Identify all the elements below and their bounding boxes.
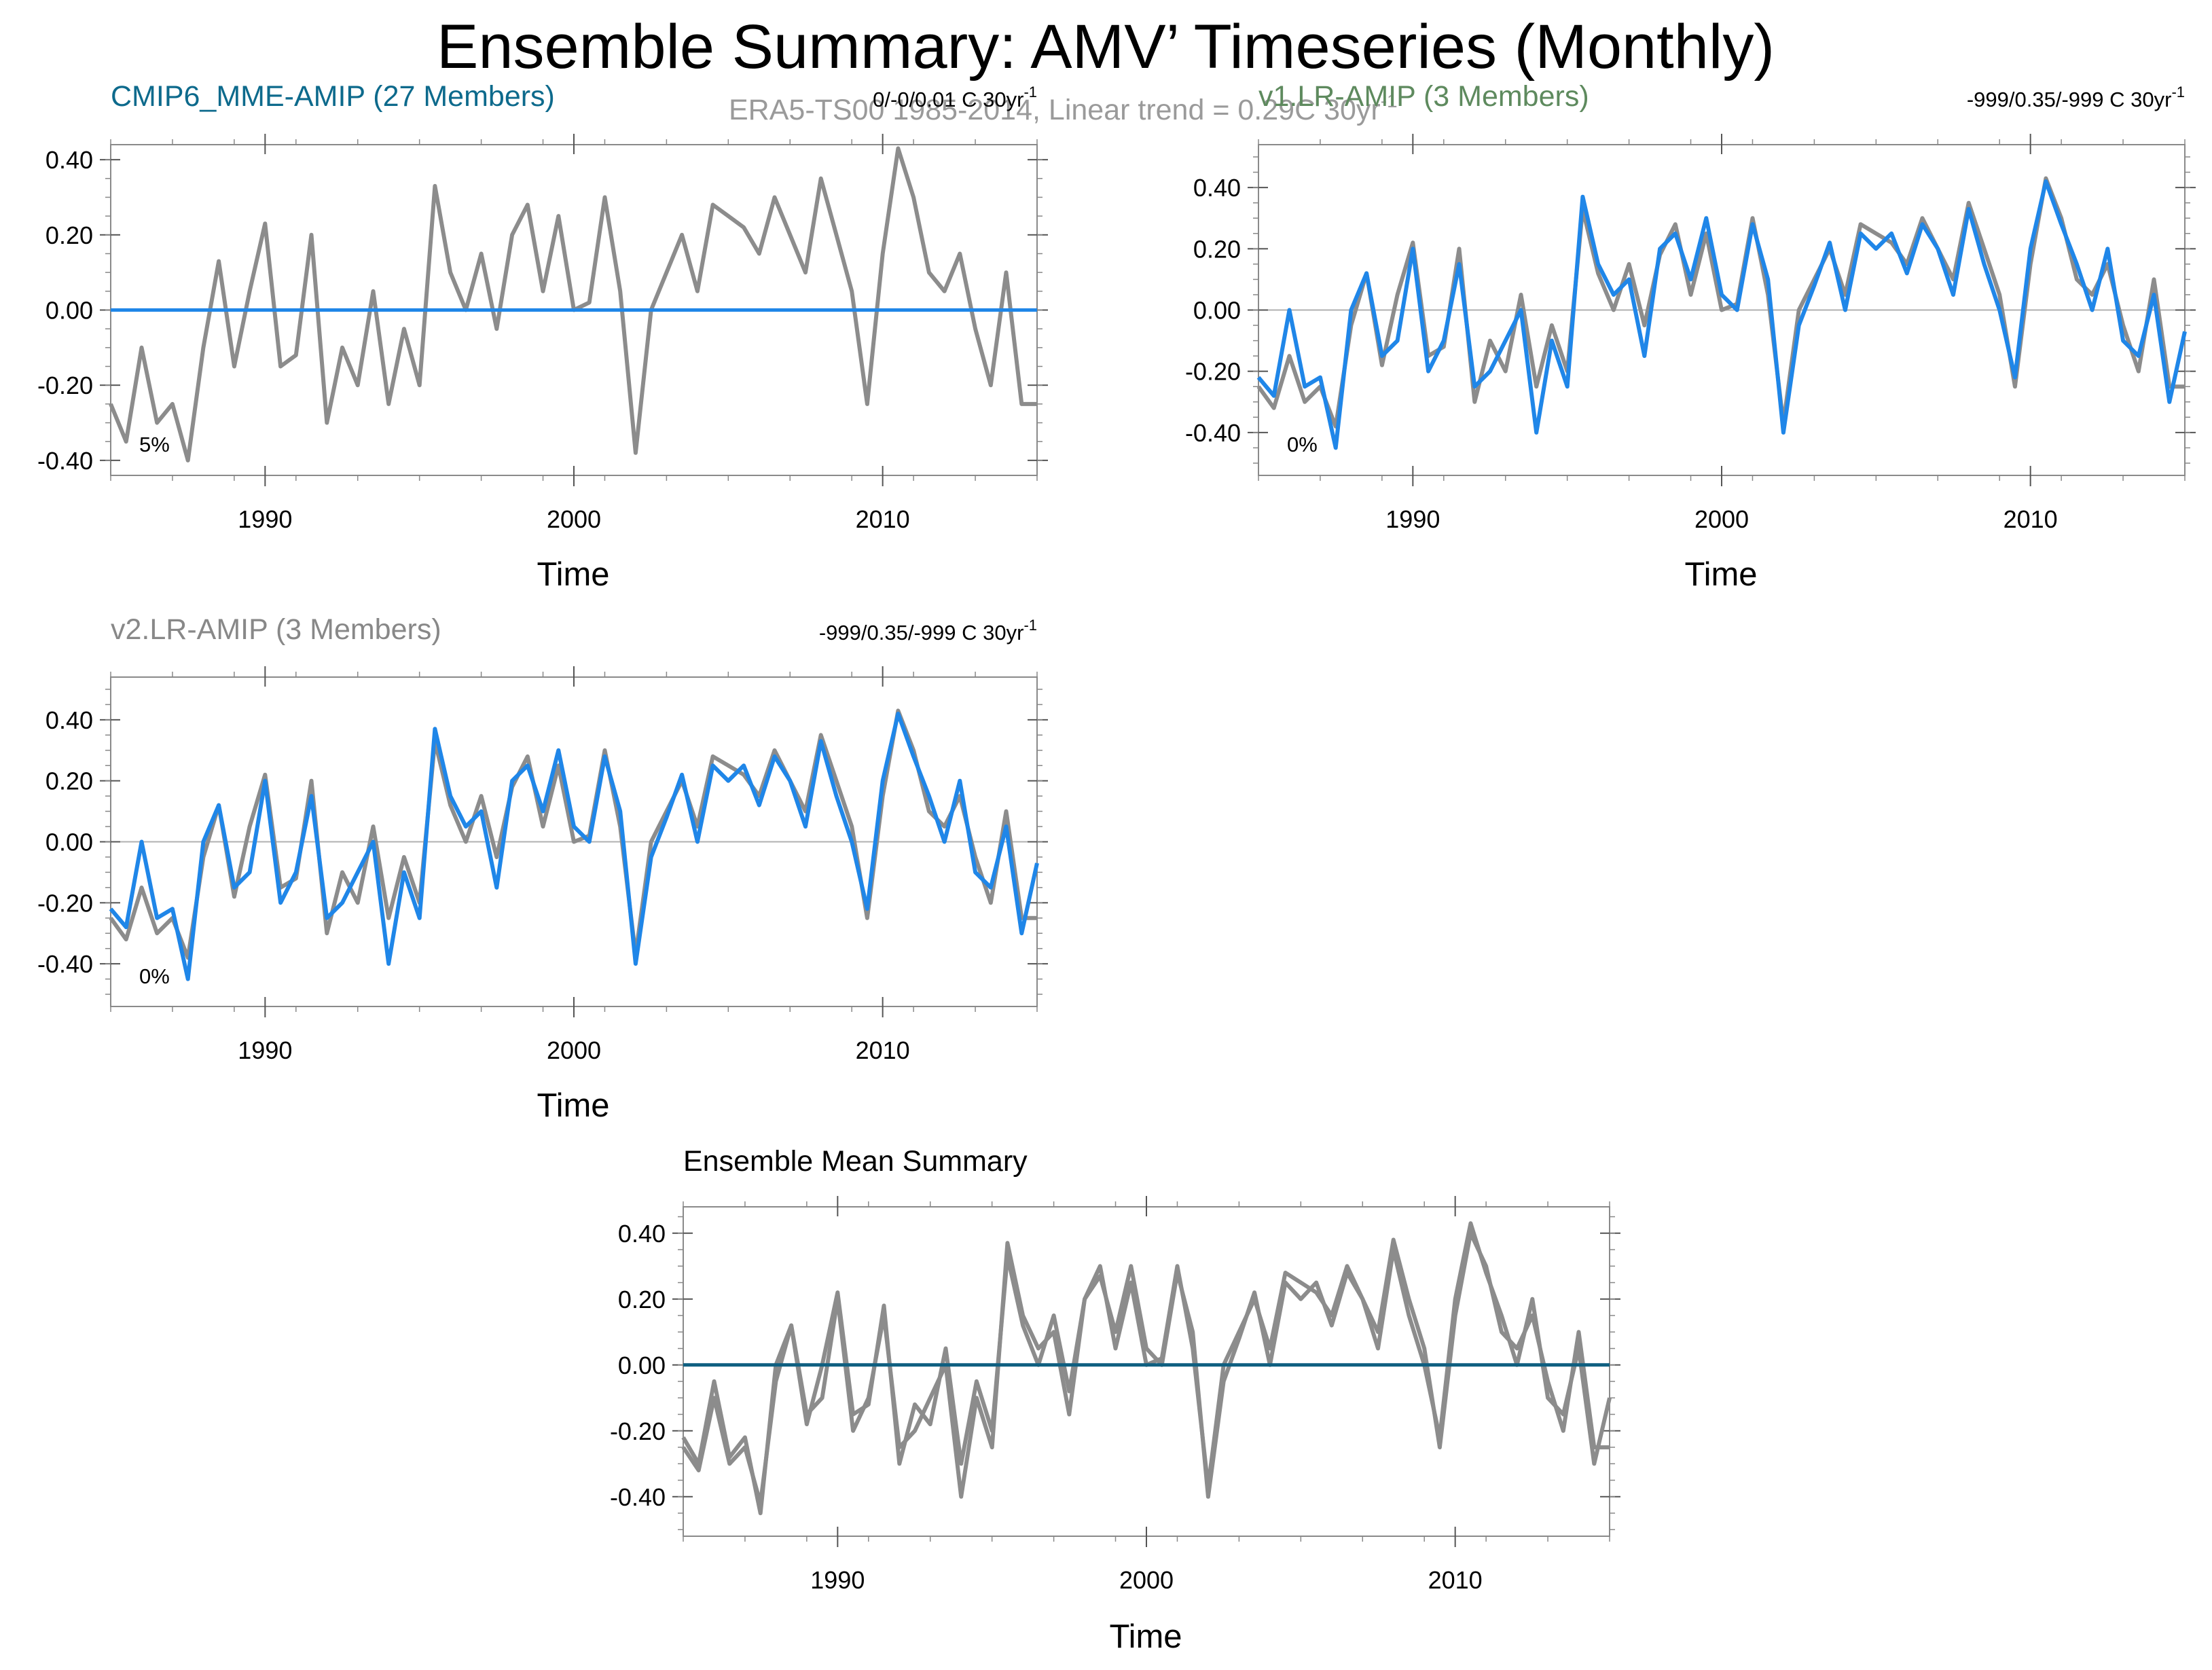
era5-trend-text: ERA5-TS00 1985-2014, Linear trend = 0.29… <box>729 94 1381 126</box>
y-tick-label: 0.20 <box>1193 235 1241 263</box>
trend-label-cmip6: 0/-0/0.01 C 30yr-1 <box>873 84 1037 111</box>
panel-title-v1: v1.LR-AMIP (3 Members) <box>1258 80 1589 113</box>
y-tick-label: -0.40 <box>1185 419 1241 447</box>
panel-title-v2: v2.LR-AMIP (3 Members) <box>111 613 441 646</box>
x-tick-label: 2010 <box>856 505 910 533</box>
y-tick-label: -0.20 <box>37 889 93 917</box>
y-tick-label: 0.40 <box>1193 174 1241 202</box>
y-tick-label: 0.00 <box>618 1351 666 1379</box>
panel-title-summary: Ensemble Mean Summary <box>683 1145 1028 1178</box>
x-tick-label: 2000 <box>1694 505 1749 533</box>
x-tick-label: 1990 <box>810 1566 865 1594</box>
y-tick-label: -0.40 <box>37 950 93 978</box>
era5-trend-sup: -1 <box>1381 90 1398 111</box>
y-tick-label: -0.40 <box>610 1483 666 1511</box>
trend-sup-v1: -1 <box>2171 84 2185 101</box>
panel-title-cmip6: CMIP6_MME-AMIP (27 Members) <box>111 80 555 113</box>
panel-v1: v1.LR-AMIP (3 Members) -999/0.35/-999 C … <box>1185 80 2196 593</box>
y-tick-label: 0.20 <box>618 1286 666 1313</box>
series-line-v1-lr-amip-ensemble-mean <box>1256 179 2187 450</box>
y-tick-label: 0.20 <box>46 221 93 249</box>
trend-sup-cmip6: -1 <box>1023 84 1037 101</box>
y-tick-label: 0.40 <box>46 146 93 174</box>
x-tick-label: 2000 <box>547 1036 601 1064</box>
figure-title: Ensemble Summary: AMV’ Timeseries (Month… <box>437 12 1775 81</box>
x-tick-label: 2010 <box>2004 505 2058 533</box>
x-tick-label: 2000 <box>547 505 601 533</box>
trend-text-cmip6: 0/-0/0.01 C 30yr <box>873 88 1023 111</box>
trend-label-v2: -999/0.35/-999 C 30yr-1 <box>819 617 1037 645</box>
panel-v2: v2.LR-AMIP (3 Members) -999/0.35/-999 C … <box>37 613 1048 1124</box>
series-line-v2-lr-amip-ensemble-mean <box>109 711 1039 981</box>
y-tick-label: -0.40 <box>37 447 93 475</box>
trend-label-v1: -999/0.35/-999 C 30yr-1 <box>1967 84 2185 111</box>
x-axis-title-summary: Time <box>1109 1618 1182 1655</box>
x-tick-label: 2000 <box>1119 1566 1174 1594</box>
percent-label-cmip6: 5% <box>139 433 170 456</box>
series-line-era5-ts00-observed <box>1256 176 2185 429</box>
y-tick-label: 0.20 <box>46 767 93 795</box>
x-tick-label: 2010 <box>856 1036 910 1064</box>
x-tick-label: 1990 <box>238 505 292 533</box>
y-tick-label: -0.20 <box>1185 358 1241 386</box>
panel-summary: Ensemble Mean Summary Time 0.40 0.20 0.00 -… <box>610 1145 1620 1655</box>
y-tick-label: -0.20 <box>610 1417 666 1445</box>
series-line-era5-ts00-observed <box>109 146 1037 462</box>
panel-cmip6: CMIP6_MME-AMIP (27 Members) 0/-0/0.01 C … <box>37 80 1048 593</box>
percent-label-v1: 0% <box>1287 433 1318 456</box>
series-line-era5-ts00-observed <box>109 708 1037 960</box>
y-tick-label: 0.40 <box>46 706 93 734</box>
y-tick-label: -0.20 <box>37 371 93 399</box>
y-tick-label: 0.40 <box>618 1220 666 1248</box>
x-axis-title-cmip6: Time <box>537 556 609 593</box>
x-tick-label: 2010 <box>1428 1566 1483 1594</box>
series-line-v2-lr-amip-ensemble-mean <box>681 1231 1610 1506</box>
era5-trend-label: ERA5-TS00 1985-2014, Linear trend = 0.29… <box>729 90 1398 126</box>
x-axis-title-v1: Time <box>1684 556 1757 593</box>
y-tick-label: 0.00 <box>46 297 93 325</box>
x-tick-label: 1990 <box>1385 505 1440 533</box>
x-axis-title-v2: Time <box>537 1087 609 1124</box>
y-tick-label: 0.00 <box>46 829 93 856</box>
trend-text-v1: -999/0.35/-999 C 30yr <box>1967 88 2172 111</box>
y-tick-label: 0.00 <box>1193 297 1241 325</box>
x-tick-label: 1990 <box>238 1036 292 1064</box>
trend-text-v2: -999/0.35/-999 C 30yr <box>819 621 1024 645</box>
trend-sup-v2: -1 <box>1023 617 1037 634</box>
percent-label-v2: 0% <box>139 964 170 988</box>
